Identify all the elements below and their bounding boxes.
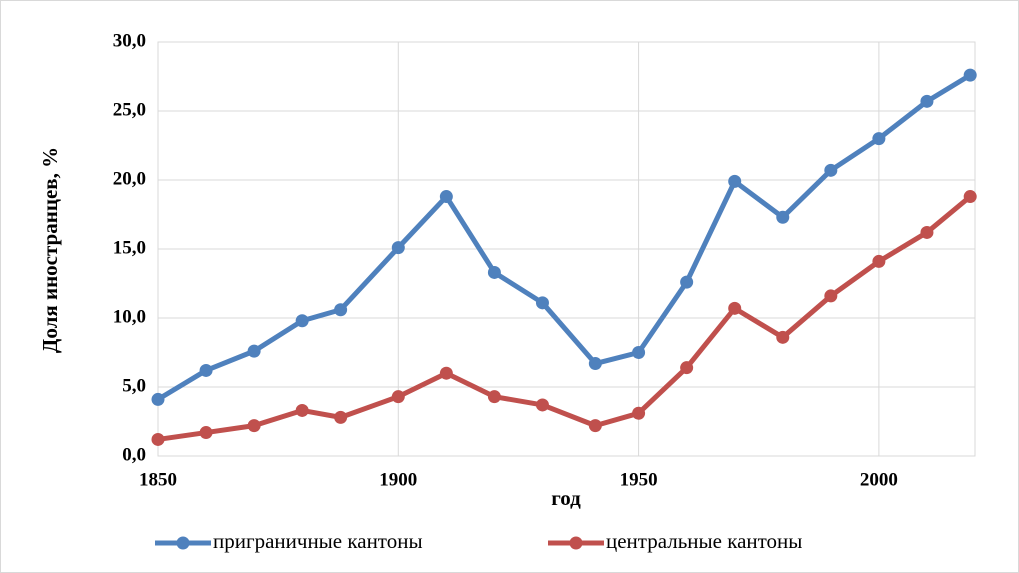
data-point xyxy=(151,432,165,446)
data-point xyxy=(776,330,790,344)
data-point xyxy=(728,301,742,315)
y-tick-label: 5,0 xyxy=(122,375,146,396)
x-tick-label: 1950 xyxy=(620,469,658,490)
y-tick-label: 10,0 xyxy=(113,306,146,327)
data-point xyxy=(199,426,213,440)
data-point xyxy=(680,361,694,375)
x-tick-label: 1900 xyxy=(379,469,417,490)
data-point xyxy=(776,210,790,224)
legend-label: приграничные кантоны xyxy=(213,529,423,553)
data-point xyxy=(920,94,934,108)
data-point xyxy=(199,363,213,377)
data-point xyxy=(295,314,309,328)
legend-marker xyxy=(569,536,583,550)
data-point xyxy=(535,296,549,310)
y-tick-label: 20,0 xyxy=(113,168,146,189)
y-tick-label: 0,0 xyxy=(122,444,146,465)
data-point xyxy=(632,346,646,359)
data-point xyxy=(295,403,309,417)
x-axis-title: год xyxy=(551,486,581,510)
y-tick-label: 15,0 xyxy=(113,237,146,258)
data-point xyxy=(391,390,405,404)
data-point xyxy=(535,398,549,412)
data-point xyxy=(824,289,838,303)
data-point xyxy=(588,357,602,371)
y-tick-label: 30,0 xyxy=(113,30,146,51)
data-point xyxy=(487,265,501,279)
legend-marker xyxy=(176,536,190,550)
data-point xyxy=(334,303,348,317)
y-tick-label: 25,0 xyxy=(113,99,146,120)
data-point xyxy=(824,163,838,177)
data-point xyxy=(728,174,742,188)
data-point xyxy=(247,344,261,358)
data-point xyxy=(920,225,934,239)
data-point xyxy=(439,190,453,204)
plot-frame xyxy=(157,41,976,457)
data-point xyxy=(247,419,261,433)
series-line xyxy=(157,194,972,442)
data-point xyxy=(151,392,165,406)
data-point xyxy=(439,366,453,380)
data-point xyxy=(391,241,405,255)
data-point xyxy=(872,254,886,268)
data-point xyxy=(963,190,977,204)
x-tick-label: 1850 xyxy=(139,469,177,490)
data-point xyxy=(334,410,348,424)
series-line xyxy=(156,72,972,402)
data-point xyxy=(588,419,602,433)
data-point xyxy=(963,68,977,82)
legend-label: центральные кантоны xyxy=(606,529,802,553)
y-axis-title: Доля иностранцев, % xyxy=(38,147,62,353)
data-point xyxy=(632,406,646,420)
data-point xyxy=(872,132,886,146)
data-point xyxy=(487,390,501,404)
data-point xyxy=(680,275,694,289)
x-tick-label: 2000 xyxy=(860,469,898,490)
